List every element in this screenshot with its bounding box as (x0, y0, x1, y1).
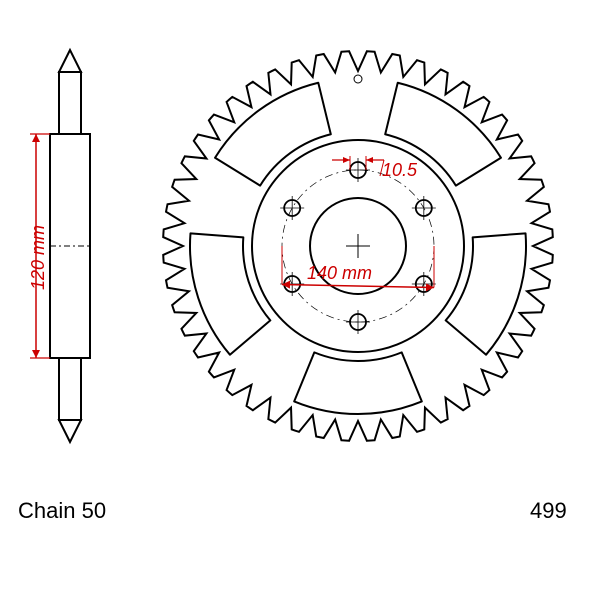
hub-diameter-dim: 120 mm (28, 225, 49, 290)
part-number-label: 499 (530, 498, 567, 524)
diagram-container: Chain 50 499 120 mm 140 mm 10.5 (0, 0, 600, 600)
bolt-circle-dim: 140 mm (307, 263, 372, 284)
bolt-hole-dim: 10.5 (382, 160, 417, 181)
chain-label: Chain 50 (18, 498, 106, 524)
